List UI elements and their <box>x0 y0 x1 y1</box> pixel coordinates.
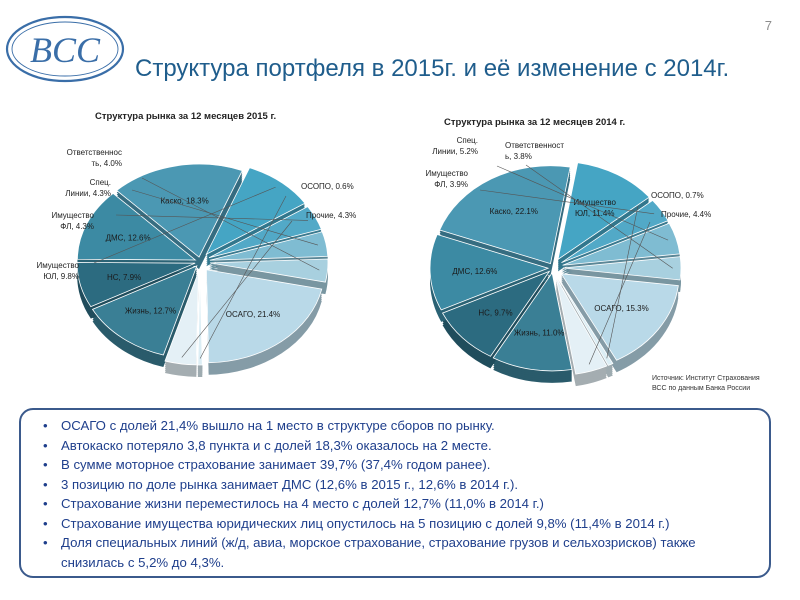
slice-label: ОСОПО, 0.7% <box>651 191 704 200</box>
slice-label: ОСАГО, 21.4% <box>226 310 280 319</box>
slice-label: Спец. Линии, 4.3% <box>65 178 111 198</box>
leader-line <box>606 205 639 359</box>
slice-label: НС, 9.7% <box>478 309 512 318</box>
pie-slice-каско <box>116 163 243 258</box>
leader-line <box>525 164 673 269</box>
pie-slice-осаго <box>205 269 323 364</box>
pie-chart-2015: ОСАГО, 21.4% ОСОПО, 0.6% Прочие, 4.3% Жизнь… <box>36 148 356 377</box>
leader-line <box>181 220 293 358</box>
slice-label: Ответственност ь, 3.8% <box>505 141 564 161</box>
leader-line <box>93 186 276 264</box>
leader-line <box>479 189 655 215</box>
slice-label: Имущество ФЛ, 3.9% <box>425 169 468 189</box>
pie-slice-осопо <box>197 271 203 366</box>
summary-item: • В сумме моторное страхование занимает 3… <box>43 457 491 472</box>
summary-item: • Доля специальных линий (ж/д, авиа, морс… <box>43 535 696 570</box>
pie-slice-нс <box>76 261 196 308</box>
slide-title: Структура портфеля в 2015г. и её изменен… <box>135 55 730 82</box>
pie-slice-дмс <box>77 192 197 261</box>
slice-label: НС, 7.9% <box>107 273 141 282</box>
pie-slice-ответственность <box>209 258 329 283</box>
slice-label: Имущество ФЛ, 4.3% <box>51 211 94 231</box>
pie-slice-спец-линии <box>562 222 681 266</box>
slice-label: Жизнь, 11.0% <box>514 329 565 338</box>
summary-item: • ОСАГО с долей 21,4% вышло на 1 место в … <box>43 418 495 433</box>
leader-line <box>199 195 287 359</box>
slide-number: 7 <box>764 18 772 33</box>
slice-label: ОСАГО, 15.3% <box>594 304 648 313</box>
slice-label: ДМС, 12.6% <box>106 233 151 242</box>
slice-label: Жизнь, 12.7% <box>125 307 176 316</box>
slice-label: Каско, 18.3% <box>160 197 208 206</box>
pie-slice-жизнь <box>91 265 198 356</box>
source-note: Источник: Институт Страхования ВСС по да… <box>652 375 760 392</box>
pie-slice-дмс <box>429 234 550 311</box>
slice-label: Ответственнос ть, 4.0% <box>67 148 122 168</box>
svg-text:BCC: BCC <box>30 30 101 70</box>
leader-line <box>131 189 318 246</box>
chart-title-2015: Структура рынка за 12 месяцев 2015 г. <box>95 111 277 122</box>
company-logo: BCC <box>5 15 125 83</box>
pie-slice-имущество-юл <box>557 162 650 261</box>
leader-line <box>588 221 651 365</box>
leader-line <box>496 165 669 241</box>
summary-item: • 3 позицию по доле рынка занимает ДМС (1… <box>43 476 519 492</box>
pie-slice-прочие <box>164 271 199 366</box>
summary-list: • ОСАГО с долей 21,4% вышло на 1 место в … <box>21 410 769 572</box>
leader-line <box>141 177 320 271</box>
slice-label: Имущество ЮЛ, 9.8% <box>36 261 79 281</box>
slice-label: Прочие, 4.3% <box>306 211 356 220</box>
pie-slice-жизнь <box>492 271 573 372</box>
chart-title-2014: Структура рынка за 12 месяцев 2014 г. <box>444 117 626 128</box>
pie-slice-нс <box>441 270 551 357</box>
summary-item: • Страхование имущества юридических лиц о… <box>43 515 670 531</box>
pie-slice-имущество-фл <box>561 199 669 264</box>
slice-label: Прочие, 4.4% <box>661 210 711 219</box>
pie-slice-спец-линии <box>209 231 329 261</box>
slice-label: Каско, 22.1% <box>490 207 538 216</box>
leader-line <box>115 214 309 221</box>
summary-item: • Страхование жизни переместилось на 4 ме… <box>43 496 544 511</box>
slice-label: ДМС, 12.6% <box>452 267 497 276</box>
pie-slice-имущество-фл <box>208 206 322 259</box>
pie-slice-каско <box>439 165 571 265</box>
summary-box: • ОСАГО с долей 21,4% вышло на 1 место в … <box>19 408 771 578</box>
pie-slice-ответственность <box>562 256 682 281</box>
slice-label: Спец. Линии, 5.2% <box>432 136 478 156</box>
pie-slice-осопо <box>557 276 614 366</box>
pie-slice-прочие <box>555 277 608 375</box>
summary-item: • Автокаско потеряло 3,8 пункта и с долей… <box>43 437 492 453</box>
pie-slice-осаго <box>560 273 679 361</box>
pie-chart-2014: ОСАГО, 15.3% ОСОПО, 0.7% Прочие, 4.4% Жизнь… <box>425 136 711 387</box>
slice-label: ОСОПО, 0.6% <box>301 182 354 191</box>
pie-slice-имущество-юл <box>205 167 306 256</box>
